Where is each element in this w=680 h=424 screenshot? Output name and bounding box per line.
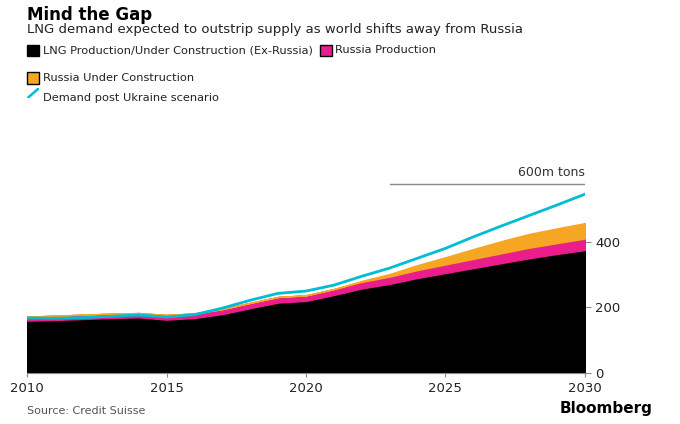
Text: LNG Production/Under Construction (Ex-Russia): LNG Production/Under Construction (Ex-Ru… — [43, 45, 313, 56]
Text: Russia Production: Russia Production — [335, 45, 437, 56]
Text: Demand post Ukraine scenario: Demand post Ukraine scenario — [43, 93, 219, 103]
Text: LNG demand expected to outstrip supply as world shifts away from Russia: LNG demand expected to outstrip supply a… — [27, 23, 523, 36]
Text: Bloomberg: Bloomberg — [560, 401, 653, 416]
Text: Source: Credit Suisse: Source: Credit Suisse — [27, 405, 146, 416]
Text: Russia Under Construction: Russia Under Construction — [43, 73, 194, 83]
Text: Mind the Gap: Mind the Gap — [27, 6, 152, 24]
Text: 600m tons: 600m tons — [518, 167, 585, 179]
